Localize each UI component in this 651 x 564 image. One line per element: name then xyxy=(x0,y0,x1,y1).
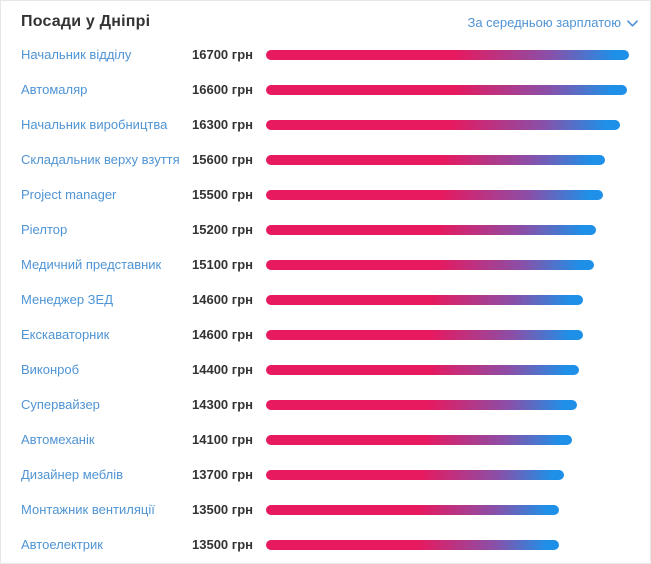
position-link[interactable]: Дизайнер меблів xyxy=(21,467,124,482)
position-link[interactable]: Ріелтор xyxy=(21,222,68,237)
salary-bar xyxy=(266,49,629,60)
position-link[interactable]: Супервайзер xyxy=(21,397,100,412)
table-row: Начальник виробництва 16300 грн xyxy=(1,107,650,142)
table-row: Автомеханік 14100 грн xyxy=(1,422,650,457)
salary-bar xyxy=(266,434,573,445)
salary-bar xyxy=(266,329,584,340)
bar-track xyxy=(266,84,629,95)
bar-track xyxy=(266,154,629,165)
chart-header: Посади у Дніпрі За середньою зарплатою xyxy=(1,1,650,37)
salary-bar xyxy=(266,294,584,305)
table-row: Медичний представник 15100 грн xyxy=(1,247,650,282)
salary-value: 14300 грн xyxy=(192,397,253,412)
salary-value: 16600 грн xyxy=(192,82,253,97)
position-link[interactable]: Автомеханік xyxy=(21,432,95,447)
salary-bar xyxy=(266,259,595,270)
table-row: Project manager 15500 грн xyxy=(1,177,650,212)
bar-track xyxy=(266,399,629,410)
position-link[interactable]: Екскаваторник xyxy=(21,327,110,342)
salary-value: 14100 грн xyxy=(192,432,253,447)
salary-value: 14600 грн xyxy=(192,292,253,307)
position-link[interactable]: Монтажник вентиляції xyxy=(21,502,155,517)
salary-bar xyxy=(266,189,603,200)
bar-track xyxy=(266,259,629,270)
salary-value: 14600 грн xyxy=(192,327,253,342)
bar-track xyxy=(266,434,629,445)
salary-value: 15500 грн xyxy=(192,187,253,202)
sort-label: За середньою зарплатою xyxy=(467,14,621,30)
salary-value: 13700 грн xyxy=(192,467,253,482)
position-link[interactable]: Автоелектрик xyxy=(21,537,103,552)
table-row: Начальник відділу 16700 грн xyxy=(1,37,650,72)
sort-dropdown[interactable]: За середньою зарплатою xyxy=(467,15,638,30)
salary-bar xyxy=(266,504,560,515)
bar-track xyxy=(266,539,629,550)
table-row: Виконроб 14400 грн xyxy=(1,352,650,387)
salary-bar xyxy=(266,399,577,410)
salary-value: 14400 грн xyxy=(192,362,253,377)
salary-value: 13500 грн xyxy=(192,537,253,552)
salary-bar xyxy=(266,224,597,235)
salary-value: 13500 грн xyxy=(192,502,253,517)
position-link[interactable]: Медичний представник xyxy=(21,257,162,272)
table-row: Складальник верху взуття 15600 грн xyxy=(1,142,650,177)
table-row: Менеджер ЗЕД 14600 грн xyxy=(1,282,650,317)
bar-track xyxy=(266,119,629,130)
salary-bar xyxy=(266,364,579,375)
salary-value: 15600 грн xyxy=(192,152,253,167)
position-link[interactable]: Автомаляр xyxy=(21,82,88,97)
bar-track xyxy=(266,189,629,200)
position-link[interactable]: Project manager xyxy=(21,187,117,202)
salary-value: 16300 грн xyxy=(192,117,253,132)
chevron-down-icon xyxy=(627,19,638,27)
position-link[interactable]: Начальник відділу xyxy=(21,47,132,62)
salary-bar xyxy=(266,84,627,95)
table-row: Автомаляр 16600 грн xyxy=(1,72,650,107)
position-link[interactable]: Виконроб xyxy=(21,362,80,377)
position-link[interactable]: Менеджер ЗЕД xyxy=(21,292,114,307)
table-row: Супервайзер 14300 грн xyxy=(1,387,650,422)
bar-track xyxy=(266,294,629,305)
bar-track xyxy=(266,49,629,60)
bar-track xyxy=(266,364,629,375)
bar-track xyxy=(266,224,629,235)
salary-bar xyxy=(266,119,621,130)
salary-bar xyxy=(266,469,564,480)
bar-track xyxy=(266,329,629,340)
table-row: Дизайнер меблів 13700 грн xyxy=(1,457,650,492)
positions-list: Начальник відділу 16700 грн Автомаляр 16… xyxy=(1,37,650,562)
salary-bar xyxy=(266,539,560,550)
position-link[interactable]: Начальник виробництва xyxy=(21,117,168,132)
table-row: Екскаваторник 14600 грн xyxy=(1,317,650,352)
bar-track xyxy=(266,504,629,515)
salary-value: 15100 грн xyxy=(192,257,253,272)
table-row: Автоелектрик 13500 грн xyxy=(1,527,650,562)
salary-value: 15200 грн xyxy=(192,222,253,237)
position-link[interactable]: Складальник верху взуття xyxy=(21,152,180,167)
salary-value: 16700 грн xyxy=(192,47,253,62)
bar-track xyxy=(266,469,629,480)
table-row: Ріелтор 15200 грн xyxy=(1,212,650,247)
table-row: Монтажник вентиляції 13500 грн xyxy=(1,492,650,527)
salary-bar xyxy=(266,154,606,165)
page-title: Посади у Дніпрі xyxy=(21,13,151,30)
